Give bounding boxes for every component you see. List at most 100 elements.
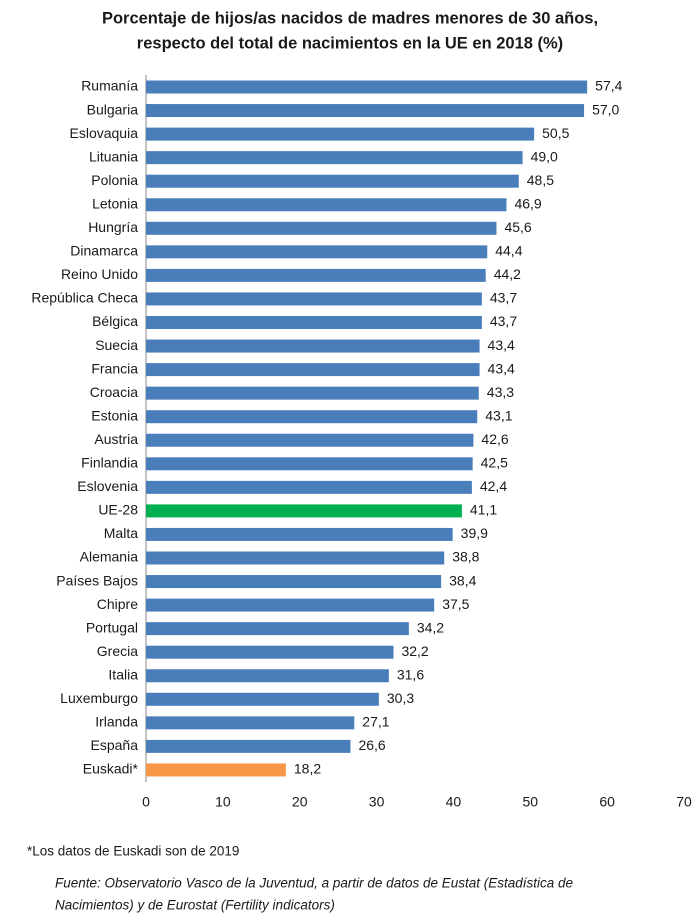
y-tick-label: Polonia — [91, 172, 138, 188]
bar — [146, 198, 507, 212]
bar — [146, 268, 486, 282]
bar — [146, 410, 478, 424]
bar — [146, 104, 585, 118]
y-tick-label: Francia — [91, 360, 138, 376]
bar — [146, 575, 442, 589]
value-label: 32,2 — [401, 643, 428, 659]
bar — [146, 622, 409, 636]
bar — [146, 669, 389, 683]
value-label: 43,7 — [490, 313, 517, 329]
y-tick-label: Alemania — [80, 549, 139, 565]
bar — [146, 763, 286, 777]
bar — [146, 598, 435, 612]
value-label: 57,0 — [592, 101, 619, 117]
bar — [146, 433, 474, 447]
value-label: 48,5 — [527, 172, 554, 188]
y-tick-label: Malta — [104, 525, 138, 541]
y-tick-label: Eslovaquia — [70, 125, 139, 141]
bar — [146, 127, 535, 141]
bar — [146, 692, 379, 706]
bar — [146, 716, 355, 730]
y-tick-label: Croacia — [90, 384, 138, 400]
y-tick-label: Italia — [108, 666, 138, 682]
value-label: 26,6 — [358, 737, 385, 753]
y-tick-label: Grecia — [97, 643, 138, 659]
footnote: *Los datos de Euskadi son de 2019 — [27, 844, 239, 859]
value-label: 43,7 — [490, 290, 517, 306]
y-tick-label: Países Bajos — [56, 572, 138, 588]
bar — [146, 316, 482, 329]
y-tick-label: Chipre — [97, 596, 138, 612]
bar — [146, 174, 519, 188]
bar — [146, 480, 472, 494]
x-tick-label: 20 — [292, 794, 308, 810]
value-label: 44,4 — [495, 243, 522, 259]
bar — [146, 386, 479, 400]
value-label: 44,2 — [494, 266, 521, 282]
value-label: 49,0 — [531, 148, 558, 164]
y-tick-label: Bulgaria — [87, 101, 139, 117]
value-label: 37,5 — [442, 596, 469, 612]
value-label: 46,9 — [514, 195, 541, 211]
bar — [146, 151, 523, 165]
value-label: 57,4 — [595, 78, 622, 94]
bar — [146, 80, 588, 94]
x-tick-label: 0 — [142, 794, 150, 810]
chart-title: Porcentaje de hijos/as nacidos de madres… — [102, 9, 598, 27]
value-label: 31,6 — [397, 666, 424, 682]
value-label: 43,4 — [488, 360, 515, 376]
value-label: 43,1 — [485, 407, 512, 423]
x-tick-label: 40 — [446, 794, 462, 810]
x-tick-label: 60 — [599, 794, 615, 810]
y-tick-label: Hungría — [88, 219, 138, 235]
y-tick-label: Estonia — [91, 407, 138, 423]
bar — [146, 292, 482, 306]
y-tick-label: España — [91, 737, 139, 753]
x-tick-label: 70 — [676, 794, 692, 810]
value-label: 43,3 — [487, 384, 514, 400]
value-label: 50,5 — [542, 125, 569, 141]
y-tick-label: Finlandia — [81, 455, 138, 471]
bar — [146, 739, 351, 753]
y-tick-label: Luxemburgo — [60, 690, 138, 706]
value-label: 41,1 — [470, 502, 497, 518]
value-label: 34,2 — [417, 619, 444, 635]
source: Fuente: Observatorio Vasco de la Juventu… — [55, 876, 573, 891]
bar — [146, 221, 497, 235]
y-tick-label: Rumanía — [81, 78, 138, 94]
value-label: 42,4 — [480, 478, 507, 494]
value-label: 18,2 — [294, 761, 321, 777]
y-tick-label: Suecia — [95, 337, 138, 353]
value-label: 30,3 — [387, 690, 414, 706]
value-label: 38,8 — [452, 549, 479, 565]
y-tick-label: Lituania — [89, 148, 138, 164]
bar — [146, 363, 480, 377]
x-tick-label: 50 — [522, 794, 538, 810]
y-tick-label: Austria — [94, 431, 138, 447]
y-tick-label: UE-28 — [98, 502, 138, 518]
y-tick-label: Dinamarca — [70, 243, 138, 259]
y-tick-label: Euskadi* — [83, 761, 139, 777]
source: Nacimientos) y de Eurostat (Fertility in… — [55, 898, 335, 913]
value-label: 27,1 — [362, 714, 389, 730]
bar — [146, 527, 453, 541]
bar — [146, 457, 473, 471]
value-label: 42,6 — [481, 431, 508, 447]
y-tick-label: Irlanda — [95, 714, 138, 730]
x-tick-label: 10 — [215, 794, 231, 810]
y-tick-label: Reino Unido — [61, 266, 138, 282]
y-tick-label: Eslovenia — [77, 478, 138, 494]
bar — [146, 504, 462, 518]
bar — [146, 551, 445, 565]
value-label: 45,6 — [504, 219, 531, 235]
value-label: 43,4 — [488, 337, 515, 353]
x-tick-label: 30 — [369, 794, 385, 810]
bar — [146, 245, 488, 259]
bar — [146, 645, 394, 659]
y-tick-label: Portugal — [86, 619, 138, 635]
y-tick-label: Letonia — [92, 195, 138, 211]
value-label: 39,9 — [461, 525, 488, 541]
bar — [146, 339, 480, 353]
